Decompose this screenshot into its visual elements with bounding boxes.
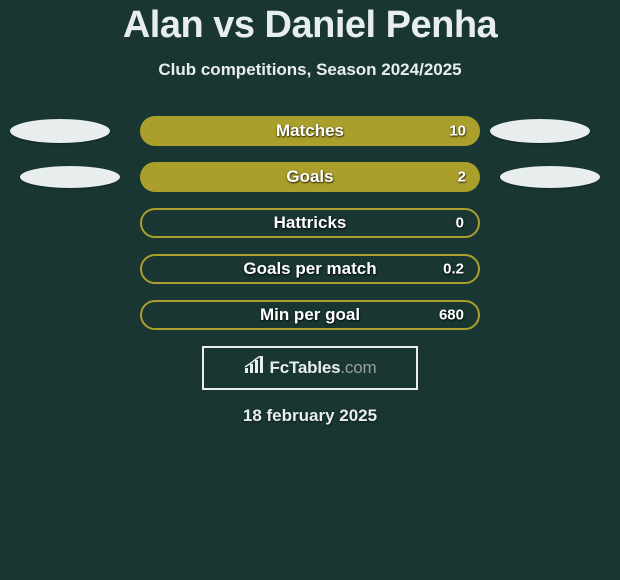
subtitle: Club competitions, Season 2024/2025 (0, 60, 620, 80)
stat-row: Matches 10 (0, 116, 620, 146)
stat-label: Goals (286, 167, 333, 187)
comparison-card: Alan vs Daniel Penha Club competitions, … (0, 0, 620, 580)
stat-label: Min per goal (260, 305, 360, 325)
stat-row: Goals 2 (0, 162, 620, 192)
stat-label: Matches (276, 121, 344, 141)
stat-label: Hattricks (274, 213, 347, 233)
left-ellipse (10, 119, 110, 143)
left-ellipse (20, 166, 120, 188)
stat-value: 0.2 (443, 260, 464, 277)
stat-row: Goals per match 0.2 (0, 254, 620, 284)
right-ellipse (490, 119, 590, 143)
page-title: Alan vs Daniel Penha (0, 4, 620, 48)
brand-text: FcTables.com (270, 358, 377, 378)
stat-bar: Goals 2 (140, 162, 480, 192)
stat-row: Hattricks 0 (0, 208, 620, 238)
stat-bar: Goals per match 0.2 (140, 254, 480, 284)
brand-box[interactable]: FcTables.com (202, 346, 418, 390)
stat-label: Goals per match (243, 259, 376, 279)
stat-value: 10 (449, 122, 466, 139)
stat-bar: Hattricks 0 (140, 208, 480, 238)
date-text: 18 february 2025 (0, 406, 620, 426)
stat-value: 0 (456, 214, 464, 231)
stat-value: 680 (439, 306, 464, 323)
stat-bar: Min per goal 680 (140, 300, 480, 330)
right-ellipse (500, 166, 600, 188)
chart-icon (244, 356, 266, 379)
stat-value: 2 (458, 168, 466, 185)
stat-rows: Matches 10 Goals 2 Hattricks 0 Goals per match… (0, 116, 620, 330)
stat-row: Min per goal 680 (0, 300, 620, 330)
stat-bar: Matches 10 (140, 116, 480, 146)
